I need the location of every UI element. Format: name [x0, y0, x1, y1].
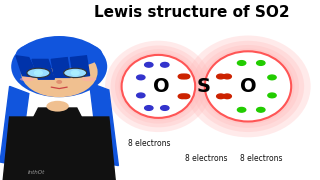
Circle shape [161, 62, 169, 67]
Circle shape [217, 74, 225, 79]
Text: O: O [240, 77, 256, 96]
Ellipse shape [192, 41, 304, 132]
Circle shape [223, 94, 231, 99]
Circle shape [268, 75, 276, 80]
Circle shape [57, 81, 61, 83]
Text: 8 electrons: 8 electrons [240, 154, 282, 163]
Polygon shape [70, 56, 90, 77]
Circle shape [178, 74, 187, 79]
Circle shape [181, 94, 190, 99]
Text: 8 electrons: 8 electrons [185, 154, 228, 163]
Circle shape [137, 93, 145, 98]
Polygon shape [32, 59, 54, 79]
Polygon shape [90, 83, 118, 166]
Ellipse shape [82, 77, 96, 81]
Polygon shape [51, 58, 70, 77]
Text: Lewis structure of SO2: Lewis structure of SO2 [94, 5, 290, 20]
Circle shape [161, 106, 169, 110]
Ellipse shape [111, 46, 206, 127]
Ellipse shape [119, 52, 198, 120]
Ellipse shape [27, 68, 50, 78]
Ellipse shape [115, 49, 202, 123]
Ellipse shape [11, 36, 107, 97]
Text: O: O [153, 77, 170, 96]
Circle shape [71, 71, 79, 75]
Ellipse shape [122, 55, 195, 118]
Polygon shape [0, 86, 29, 166]
Ellipse shape [185, 35, 311, 137]
Ellipse shape [197, 45, 299, 128]
Ellipse shape [21, 47, 98, 97]
Circle shape [223, 74, 231, 79]
Ellipse shape [16, 40, 102, 68]
Text: InthOt: InthOt [28, 170, 45, 175]
Polygon shape [3, 117, 115, 180]
Circle shape [257, 61, 265, 65]
Circle shape [145, 106, 153, 110]
Text: 8 electrons: 8 electrons [128, 140, 170, 148]
Circle shape [145, 62, 153, 67]
Ellipse shape [201, 48, 295, 124]
Circle shape [178, 94, 187, 99]
Ellipse shape [46, 101, 69, 112]
Ellipse shape [20, 77, 35, 81]
Ellipse shape [64, 68, 87, 78]
Polygon shape [16, 56, 38, 77]
Polygon shape [32, 108, 83, 121]
Circle shape [257, 107, 265, 112]
Circle shape [35, 71, 42, 75]
Circle shape [237, 61, 246, 65]
Ellipse shape [105, 41, 212, 132]
Circle shape [268, 93, 276, 98]
Text: S: S [196, 77, 210, 96]
Ellipse shape [205, 51, 291, 122]
Circle shape [237, 107, 246, 112]
Circle shape [217, 94, 225, 99]
Circle shape [137, 75, 145, 80]
Circle shape [181, 74, 190, 79]
